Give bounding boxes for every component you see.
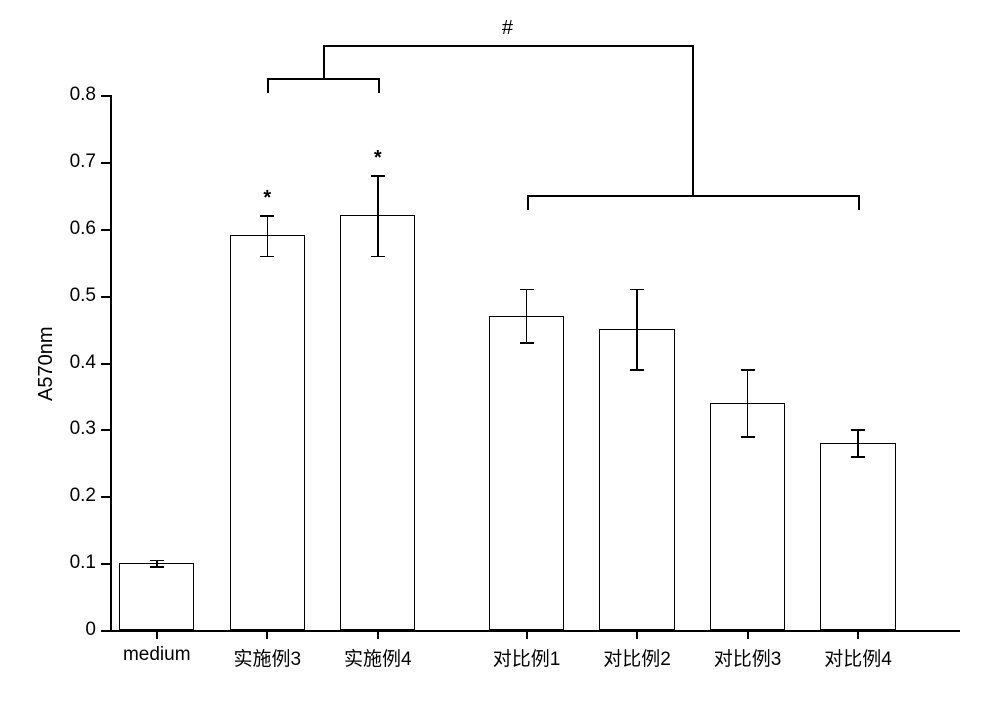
bar-3 [489, 316, 564, 630]
sig-bracket-right-drop1 [527, 195, 529, 210]
sig-bracket-right-h [527, 195, 859, 197]
y-tick-label: 0.5 [40, 285, 96, 307]
errorbar-cap-top [150, 560, 164, 562]
bar-0 [119, 563, 194, 630]
y-axis-title: A570nm [35, 326, 58, 401]
errorbar-cap-top [630, 289, 644, 291]
errorbar-cap-top [741, 369, 755, 371]
errorbar-cap-top [371, 175, 385, 177]
y-tick [101, 95, 110, 97]
x-axis [110, 630, 960, 632]
x-tick [266, 630, 268, 639]
y-tick-label: 0.7 [40, 151, 96, 173]
errorbar-cap-bottom [260, 256, 274, 258]
bar-1 [230, 235, 305, 630]
y-tick-label: 0.3 [40, 418, 96, 440]
category-label-6: 对比例4 [798, 644, 918, 671]
errorbar-cap-bottom [630, 369, 644, 371]
y-tick [101, 229, 110, 231]
bar-6 [820, 443, 895, 630]
errorbar-cap-bottom [150, 566, 164, 568]
sig-bracket-left-drop2 [378, 78, 380, 93]
x-tick [156, 630, 158, 639]
errorbar-line [747, 369, 749, 436]
y-tick-label: 0.2 [40, 485, 96, 507]
significance-hash: # [497, 17, 517, 40]
errorbar-cap-bottom [371, 256, 385, 258]
x-tick [526, 630, 528, 639]
y-tick-label: 0 [40, 619, 96, 641]
errorbar-line [377, 175, 379, 255]
category-label-0: medium [97, 644, 217, 666]
errorbar-cap-bottom [851, 456, 865, 458]
errorbar-cap-top [260, 215, 274, 217]
sig-bracket-left-riser [323, 45, 325, 78]
category-label-4: 对比例2 [577, 644, 697, 671]
errorbar-cap-top [851, 429, 865, 431]
y-tick [101, 162, 110, 164]
significance-star: * [368, 147, 388, 170]
category-label-3: 对比例1 [467, 644, 587, 671]
category-label-5: 对比例3 [688, 644, 808, 671]
y-tick [101, 563, 110, 565]
y-tick [101, 496, 110, 498]
category-label-1: 实施例3 [207, 644, 327, 671]
errorbar-cap-bottom [520, 342, 534, 344]
x-tick [747, 630, 749, 639]
y-tick-label: 0.6 [40, 218, 96, 240]
y-tick-label: 0.1 [40, 552, 96, 574]
errorbar-cap-bottom [741, 436, 755, 438]
y-axis [110, 95, 112, 630]
errorbar-line [636, 289, 638, 369]
errorbar-line [857, 429, 859, 456]
x-tick [636, 630, 638, 639]
sig-bracket-left-drop1 [267, 78, 269, 93]
sig-bracket-left-h [267, 78, 378, 80]
errorbar-line [267, 215, 269, 255]
sig-bracket-right-riser [692, 45, 694, 195]
significance-star: * [257, 187, 277, 210]
bar-4 [599, 329, 674, 630]
errorbar-cap-top [520, 289, 534, 291]
x-tick [857, 630, 859, 639]
bar-2 [340, 215, 415, 630]
sig-bracket-right-drop2 [858, 195, 860, 210]
y-tick-label: 0.8 [40, 84, 96, 106]
y-tick [101, 630, 110, 632]
x-tick [377, 630, 379, 639]
errorbar-line [526, 289, 528, 343]
sig-bracket-top-h [323, 45, 695, 47]
y-tick [101, 363, 110, 365]
y-tick [101, 429, 110, 431]
y-tick [101, 296, 110, 298]
category-label-2: 实施例4 [318, 644, 438, 671]
